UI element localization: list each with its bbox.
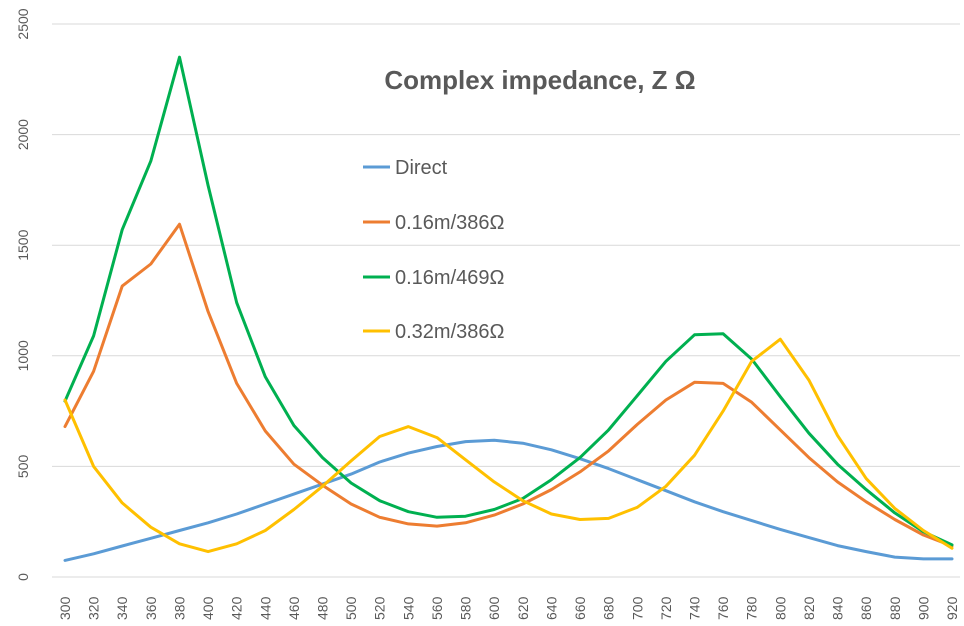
x-tick-label: 580	[458, 596, 474, 620]
series-lines	[63, 55, 954, 562]
legend: Direct 0.16m/386Ω 0.16m/469Ω 0.32m/386Ω	[363, 157, 505, 343]
x-tick-label: 680	[601, 596, 617, 620]
x-tick-label: 560	[429, 596, 445, 620]
x-tick-label: 860	[858, 596, 874, 620]
x-tick-label: 440	[257, 596, 273, 620]
x-tick-label: 820	[801, 596, 817, 620]
series-line-0-16m-386-	[63, 222, 954, 548]
x-tick-label: 400	[200, 596, 216, 620]
x-tick-label: 320	[86, 596, 102, 620]
gridlines	[52, 23, 960, 467]
x-tick-label: 660	[572, 596, 588, 620]
x-tick-label: 640	[543, 596, 559, 620]
y-tick-label: 0	[15, 573, 31, 581]
x-tick-label: 880	[887, 596, 903, 620]
x-tick-label: 480	[315, 596, 331, 620]
y-tick-label: 500	[15, 455, 31, 479]
y-tick-label: 1000	[15, 340, 31, 371]
x-tick-label: 420	[229, 596, 245, 620]
x-tick-label: 620	[515, 596, 531, 620]
chart-title: Complex impedance, Z Ω	[384, 65, 695, 95]
x-tick-label: 300	[57, 596, 73, 620]
x-tick-label: 800	[772, 596, 788, 620]
x-axis-tick-labels: 300 320 340 360 380 400 420 440 460 480 500 520 540 5…	[57, 596, 960, 620]
x-tick-label: 840	[830, 596, 846, 620]
series-line-0-32m-386-	[63, 337, 954, 554]
y-tick-label: 2500	[15, 8, 31, 39]
x-tick-label: 720	[658, 596, 674, 620]
x-tick-label: 600	[486, 596, 502, 620]
legend-label: 0.32m/386Ω	[395, 321, 505, 343]
x-tick-label: 520	[372, 596, 388, 620]
y-tick-label: 2000	[15, 119, 31, 150]
x-tick-label: 700	[629, 596, 645, 620]
x-tick-label: 920	[944, 596, 960, 620]
x-tick-label: 360	[143, 596, 159, 620]
x-tick-label: 500	[343, 596, 359, 620]
x-tick-label: 380	[171, 596, 187, 620]
x-tick-label: 760	[715, 596, 731, 620]
series-line-direct	[63, 438, 954, 562]
x-tick-label: 540	[400, 596, 416, 620]
x-tick-label: 460	[286, 596, 302, 620]
y-tick-label: 1500	[15, 229, 31, 260]
x-tick-label: 900	[915, 596, 931, 620]
legend-label: Direct	[395, 157, 448, 179]
legend-label: 0.16m/469Ω	[395, 267, 505, 289]
x-tick-label: 740	[686, 596, 702, 620]
y-axis-tick-labels: 0 500 1000 1500 2000 2500	[15, 8, 31, 581]
legend-label: 0.16m/386Ω	[395, 212, 505, 234]
x-tick-label: 340	[114, 596, 130, 620]
x-tick-label: 780	[744, 596, 760, 620]
series-line-0-16m-469-	[63, 55, 954, 547]
